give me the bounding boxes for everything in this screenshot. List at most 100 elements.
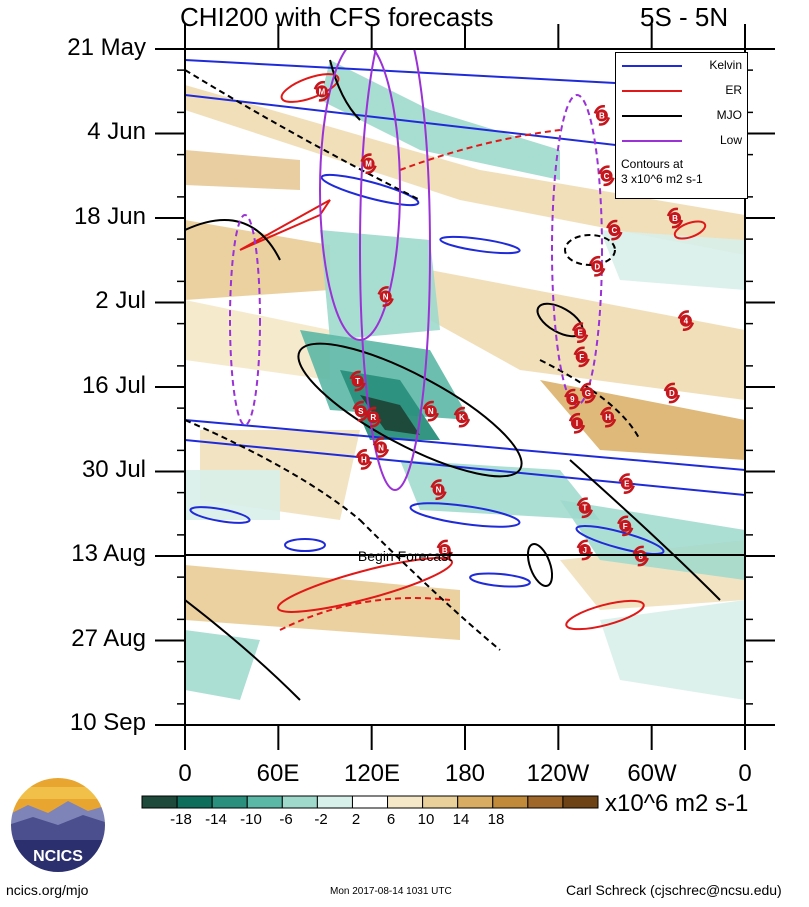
storm-letter: T [582,504,587,513]
storm-marker: K [453,406,471,428]
colorbar-label: -18 [170,811,192,828]
storm-letter: S [358,407,364,416]
storm-letter: N [436,486,442,495]
contour-note: Contours at 3 x10^6 m2 s-1 [621,157,703,187]
storm-letter: B [442,546,448,555]
colorbar-label: 14 [452,811,470,828]
storm-letter: M [365,160,372,169]
x-tick-label: 0 [738,760,752,787]
storm-marker: N [377,286,394,307]
colorbar-label: 6 [386,811,396,828]
shaded-field [185,49,745,725]
storm-marker: I [568,412,586,434]
legend-item-er: ER [616,82,747,100]
units-label: x10^6 m2 s-1 [605,790,749,817]
storm-marker: B [436,539,453,561]
storm-letter: N [428,407,434,416]
chart-title: CHI200 with CFS forecasts [180,2,494,32]
legend-item-kelvin: Kelvin [616,57,747,75]
colorbar-label: -2 [314,811,328,828]
contour-note-line: 3 x10^6 m2 s-1 [621,172,703,186]
contour-note-line: Contours at [621,157,684,171]
storm-letter: C [604,172,610,181]
y-tick-label: 16 Jul [81,372,146,399]
colorbar-label: -6 [279,811,293,828]
storm-marker: B [593,105,611,126]
storm-marker: C [598,165,615,187]
x-tick-label: 0 [178,760,192,787]
colorbar-swatch [527,795,564,809]
timestamp: Mon 2017-08-14 1031 UTC [330,886,452,897]
storm-letter: R [370,413,376,422]
storm-letter: N [383,292,389,301]
storm-letter: K [459,413,465,422]
x-tick-label: 60W [627,760,677,787]
x-tick-label: 120W [526,760,590,787]
storm-marker: E [618,473,635,494]
legend-label: Low [719,133,742,147]
storm-letter: 9 [570,395,575,404]
legend-label: ER [725,83,742,97]
storm-letter: F [623,522,628,531]
y-tick-label: 10 Sep [69,709,146,736]
storm-marker: E [571,322,589,344]
y-tick-label: 2 Jul [95,287,146,314]
colorbar-label: 2 [351,811,361,828]
storm-letter: G [585,389,591,398]
site-link[interactable]: ncics.org/mjo [6,882,89,898]
storm-letter: M [319,87,326,96]
storm-letter: D [669,389,675,398]
storm-letter: C [611,226,617,235]
colorbar-swatch [141,795,178,809]
y-tick-label: 21 May [67,34,146,61]
y-tick-label: 4 Jun [87,118,146,145]
colorbar-swatch [422,795,459,809]
x-tick-label: 180 [444,760,486,787]
storm-marker: H [599,406,617,428]
storm-marker: H [355,449,373,470]
storm-letter: 4 [684,317,689,326]
storm-marker: F [617,515,634,537]
legend-swatch [622,115,682,117]
storm-letter: B [599,111,605,120]
legend-swatch [622,90,682,92]
storm-marker: J [576,539,593,561]
storm-marker: N [372,437,390,458]
storm-marker: B [666,207,684,229]
storm-letter: 8 [639,552,644,561]
storm-marker: 8 [632,545,649,567]
storm-letter: E [624,480,630,489]
x-tick-label: 60E [256,760,300,787]
legend-swatch [622,140,682,142]
storm-marker: M [360,153,377,175]
storm-marker: N [430,479,447,500]
colorbar-label: -10 [240,811,262,828]
y-tick-label: 27 Aug [71,625,146,652]
colorbar-swatch [457,795,494,809]
storm-marker: 4 [677,310,695,331]
colorbar-swatch [316,795,353,809]
y-tick-label: 18 Jun [73,203,146,230]
storm-marker: G [579,382,597,404]
storm-marker: T [576,497,593,519]
colorbar-swatch [281,795,318,809]
legend-item-low: Low [616,132,747,150]
colorbar-swatch [351,795,389,809]
legend-label: Kelvin [709,58,742,72]
y-tick-label: 13 Aug [71,540,146,567]
colorbar-swatch [176,795,213,809]
storm-marker: T [349,370,366,392]
y-tick-label: 30 Jul [81,456,146,483]
storm-marker: D [589,255,606,277]
storm-letter: H [605,413,611,422]
legend-item-mjo: MJO [616,107,747,125]
colorbar-swatch [387,795,424,809]
colorbar-swatch [492,795,529,809]
x-axis-ticks [184,24,746,750]
latitude-range: 5S - 5N [640,2,729,32]
legend-label: MJO [716,108,742,122]
colorbar-swatch [211,795,248,809]
storm-letter: I [576,419,578,428]
colorbar-swatch [562,795,599,809]
